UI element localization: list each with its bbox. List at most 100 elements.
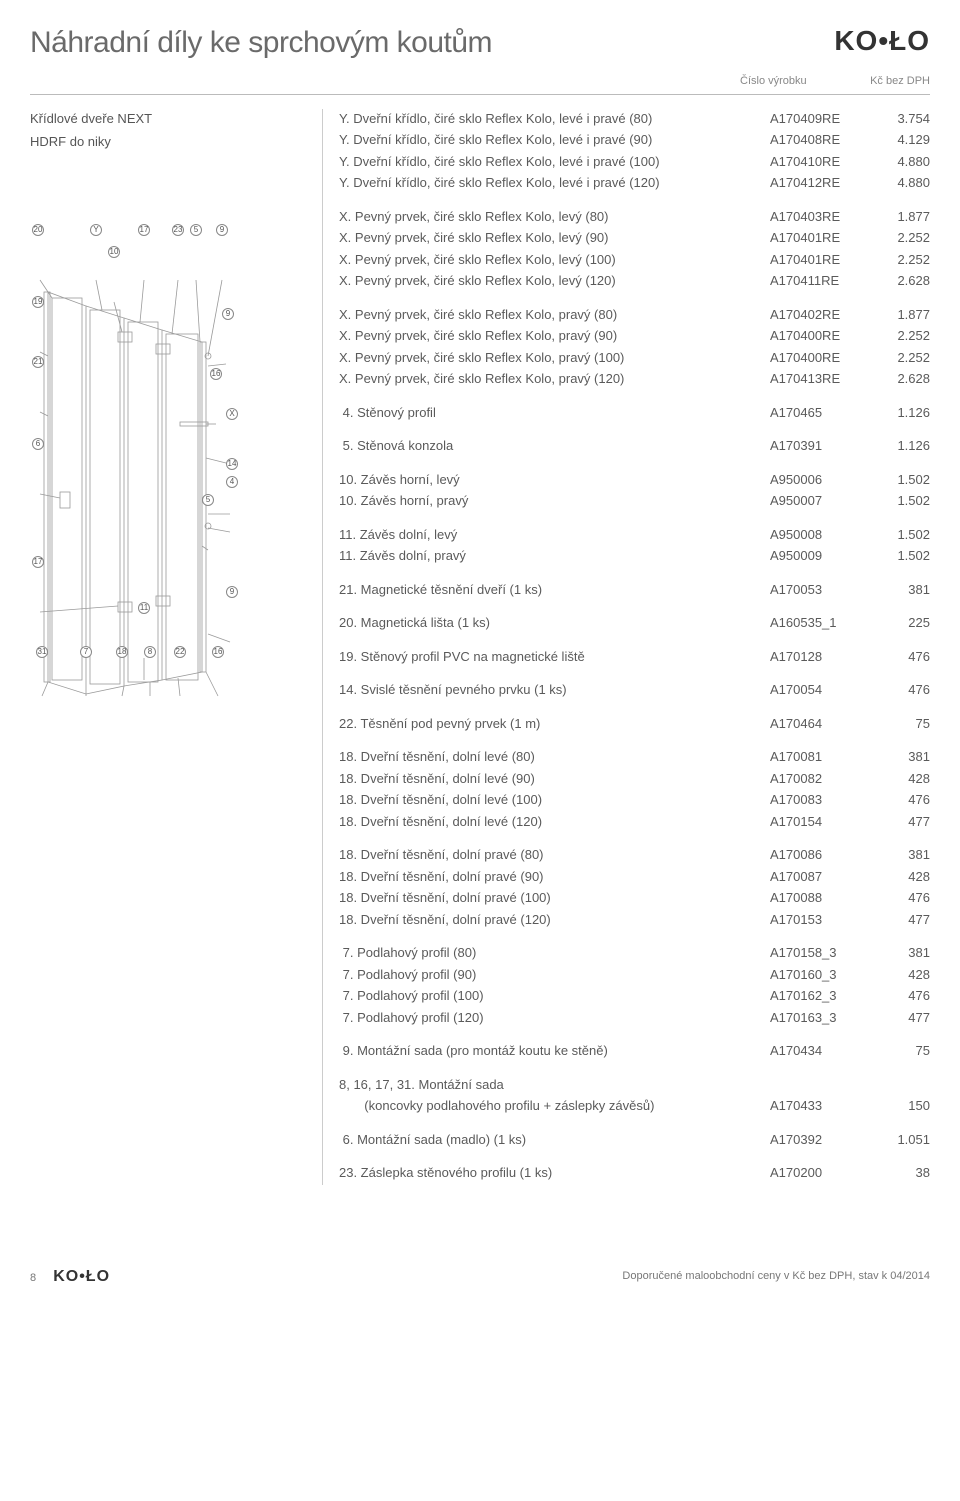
- part-desc: X. Pevný prvek, čiré sklo Reflex Kolo, l…: [339, 228, 770, 248]
- part-desc: 7. Podlahový profil (90): [339, 965, 770, 985]
- part-code: A170083: [770, 790, 870, 810]
- part-price: 2.628: [870, 271, 930, 291]
- diagram-callout: 9: [226, 586, 238, 598]
- part-code: A170403RE: [770, 207, 870, 227]
- part-code: A170153: [770, 910, 870, 930]
- diagram-callout: 7: [80, 646, 92, 658]
- part-price: 75: [870, 714, 930, 734]
- part-desc: 10. Závěs horní, pravý: [339, 491, 770, 511]
- part-price: 2.252: [870, 326, 930, 346]
- parts-row: X. Pevný prvek, čiré sklo Reflex Kolo, p…: [339, 348, 930, 368]
- part-price: 381: [870, 845, 930, 865]
- part-code: A170054: [770, 680, 870, 700]
- part-code: A170088: [770, 888, 870, 908]
- part-code: A950006: [770, 470, 870, 490]
- diagram-callout: 18: [116, 646, 128, 658]
- diagram-callout: 21: [32, 356, 44, 368]
- part-price: 476: [870, 647, 930, 667]
- parts-row: X. Pevný prvek, čiré sklo Reflex Kolo, l…: [339, 271, 930, 291]
- part-price: 4.880: [870, 173, 930, 193]
- part-desc: X. Pevný prvek, čiré sklo Reflex Kolo, p…: [339, 348, 770, 368]
- diagram-callout: 6: [32, 438, 44, 450]
- part-code: A170400RE: [770, 326, 870, 346]
- diagram: 20Y172359101992116X61445179113171882216: [30, 156, 310, 712]
- part-code: A170401RE: [770, 250, 870, 270]
- part-desc: 14. Svislé těsnění pevného prvku (1 ks): [339, 680, 770, 700]
- part-desc: X. Pevný prvek, čiré sklo Reflex Kolo, p…: [339, 369, 770, 389]
- diagram-callout: 9: [216, 224, 228, 236]
- part-price: 2.252: [870, 250, 930, 270]
- parts-row: 7. Podlahový profil (120)A170163_3477: [339, 1008, 930, 1028]
- diagram-callout: Y: [90, 224, 102, 236]
- parts-row: 11. Závěs dolní, levýA9500081.502: [339, 525, 930, 545]
- divider: [30, 94, 930, 95]
- footer-logo: KO•ŁO: [53, 1268, 110, 1285]
- parts-row: 8, 16, 17, 31. Montážní sada: [339, 1075, 930, 1095]
- diagram-callout: X: [226, 408, 238, 420]
- part-price: 1.126: [870, 403, 930, 423]
- parts-row: X. Pevný prvek, čiré sklo Reflex Kolo, l…: [339, 207, 930, 227]
- col-code-label: Číslo výrobku: [740, 73, 830, 90]
- parts-list: Y. Dveřní křídlo, čiré sklo Reflex Kolo,…: [322, 109, 930, 1185]
- column-headers: Číslo výrobku Kč bez DPH: [30, 73, 930, 90]
- part-price: 476: [870, 680, 930, 700]
- diagram-callout: 11: [138, 602, 150, 614]
- diagram-callout: 16: [212, 646, 224, 658]
- part-price: 75: [870, 1041, 930, 1061]
- parts-row: 7. Podlahový profil (80)A170158_3381: [339, 943, 930, 963]
- part-desc: Y. Dveřní křídlo, čiré sklo Reflex Kolo,…: [339, 130, 770, 150]
- exploded-diagram-svg: [30, 206, 300, 706]
- part-price: 476: [870, 790, 930, 810]
- part-desc: 19. Stěnový profil PVC na magnetické liš…: [339, 647, 770, 667]
- part-desc: Y. Dveřní křídlo, čiré sklo Reflex Kolo,…: [339, 173, 770, 193]
- diagram-callout: 5: [202, 494, 214, 506]
- part-desc: 18. Dveřní těsnění, dolní pravé (90): [339, 867, 770, 887]
- part-desc: 18. Dveřní těsnění, dolní levé (120): [339, 812, 770, 832]
- diagram-callout: 17: [138, 224, 150, 236]
- diagram-callout: 23: [172, 224, 184, 236]
- part-code: A170163_3: [770, 1008, 870, 1028]
- part-desc: 18. Dveřní těsnění, dolní levé (80): [339, 747, 770, 767]
- parts-row: 22. Těsnění pod pevný prvek (1 m)A170464…: [339, 714, 930, 734]
- parts-row: 18. Dveřní těsnění, dolní pravé (90)A170…: [339, 867, 930, 887]
- diagram-callout: 8: [144, 646, 156, 658]
- part-code: A170465: [770, 403, 870, 423]
- part-code: A160535_1: [770, 613, 870, 633]
- part-desc: Y. Dveřní křídlo, čiré sklo Reflex Kolo,…: [339, 152, 770, 172]
- parts-row: 11. Závěs dolní, pravýA9500091.502: [339, 546, 930, 566]
- part-code: A170392: [770, 1130, 870, 1150]
- part-desc: 6. Montážní sada (madlo) (1 ks): [339, 1130, 770, 1150]
- parts-row: 21. Magnetické těsnění dveří (1 ks)A1700…: [339, 580, 930, 600]
- diagram-callout: 5: [190, 224, 202, 236]
- parts-row: 10. Závěs horní, pravýA9500071.502: [339, 491, 930, 511]
- part-code: A170082: [770, 769, 870, 789]
- part-desc: 7. Podlahový profil (120): [339, 1008, 770, 1028]
- part-code: A170433: [770, 1096, 870, 1116]
- parts-row: 18. Dveřní těsnění, dolní pravé (120)A17…: [339, 910, 930, 930]
- parts-row: X. Pevný prvek, čiré sklo Reflex Kolo, l…: [339, 250, 930, 270]
- diagram-callout: 22: [174, 646, 186, 658]
- part-price: 477: [870, 812, 930, 832]
- diagram-callout: 17: [32, 556, 44, 568]
- footer-text: Doporučené maloobchodní ceny v Kč bez DP…: [622, 1268, 930, 1285]
- part-price: 476: [870, 986, 930, 1006]
- parts-row: (koncovky podlahového profilu + záslepky…: [339, 1096, 930, 1116]
- part-price: 381: [870, 943, 930, 963]
- parts-row: 10. Závěs horní, levýA9500061.502: [339, 470, 930, 490]
- diagram-callout: 19: [32, 296, 44, 308]
- part-desc: 7. Podlahový profil (80): [339, 943, 770, 963]
- parts-row: 18. Dveřní těsnění, dolní pravé (80)A170…: [339, 845, 930, 865]
- part-desc: X. Pevný prvek, čiré sklo Reflex Kolo, p…: [339, 305, 770, 325]
- part-code: A950007: [770, 491, 870, 511]
- col-price-label: Kč bez DPH: [860, 73, 930, 90]
- part-price: 2.252: [870, 228, 930, 248]
- part-price: 1.502: [870, 491, 930, 511]
- parts-row: 20. Magnetická lišta (1 ks)A160535_1225: [339, 613, 930, 633]
- part-price: 476: [870, 888, 930, 908]
- part-desc: 22. Těsnění pod pevný prvek (1 m): [339, 714, 770, 734]
- part-price: 477: [870, 910, 930, 930]
- part-code: A170400RE: [770, 348, 870, 368]
- part-price: 1.877: [870, 305, 930, 325]
- page-footer: 8 KO•ŁO Doporučené maloobchodní ceny v K…: [30, 1265, 930, 1289]
- part-desc: X. Pevný prvek, čiré sklo Reflex Kolo, p…: [339, 326, 770, 346]
